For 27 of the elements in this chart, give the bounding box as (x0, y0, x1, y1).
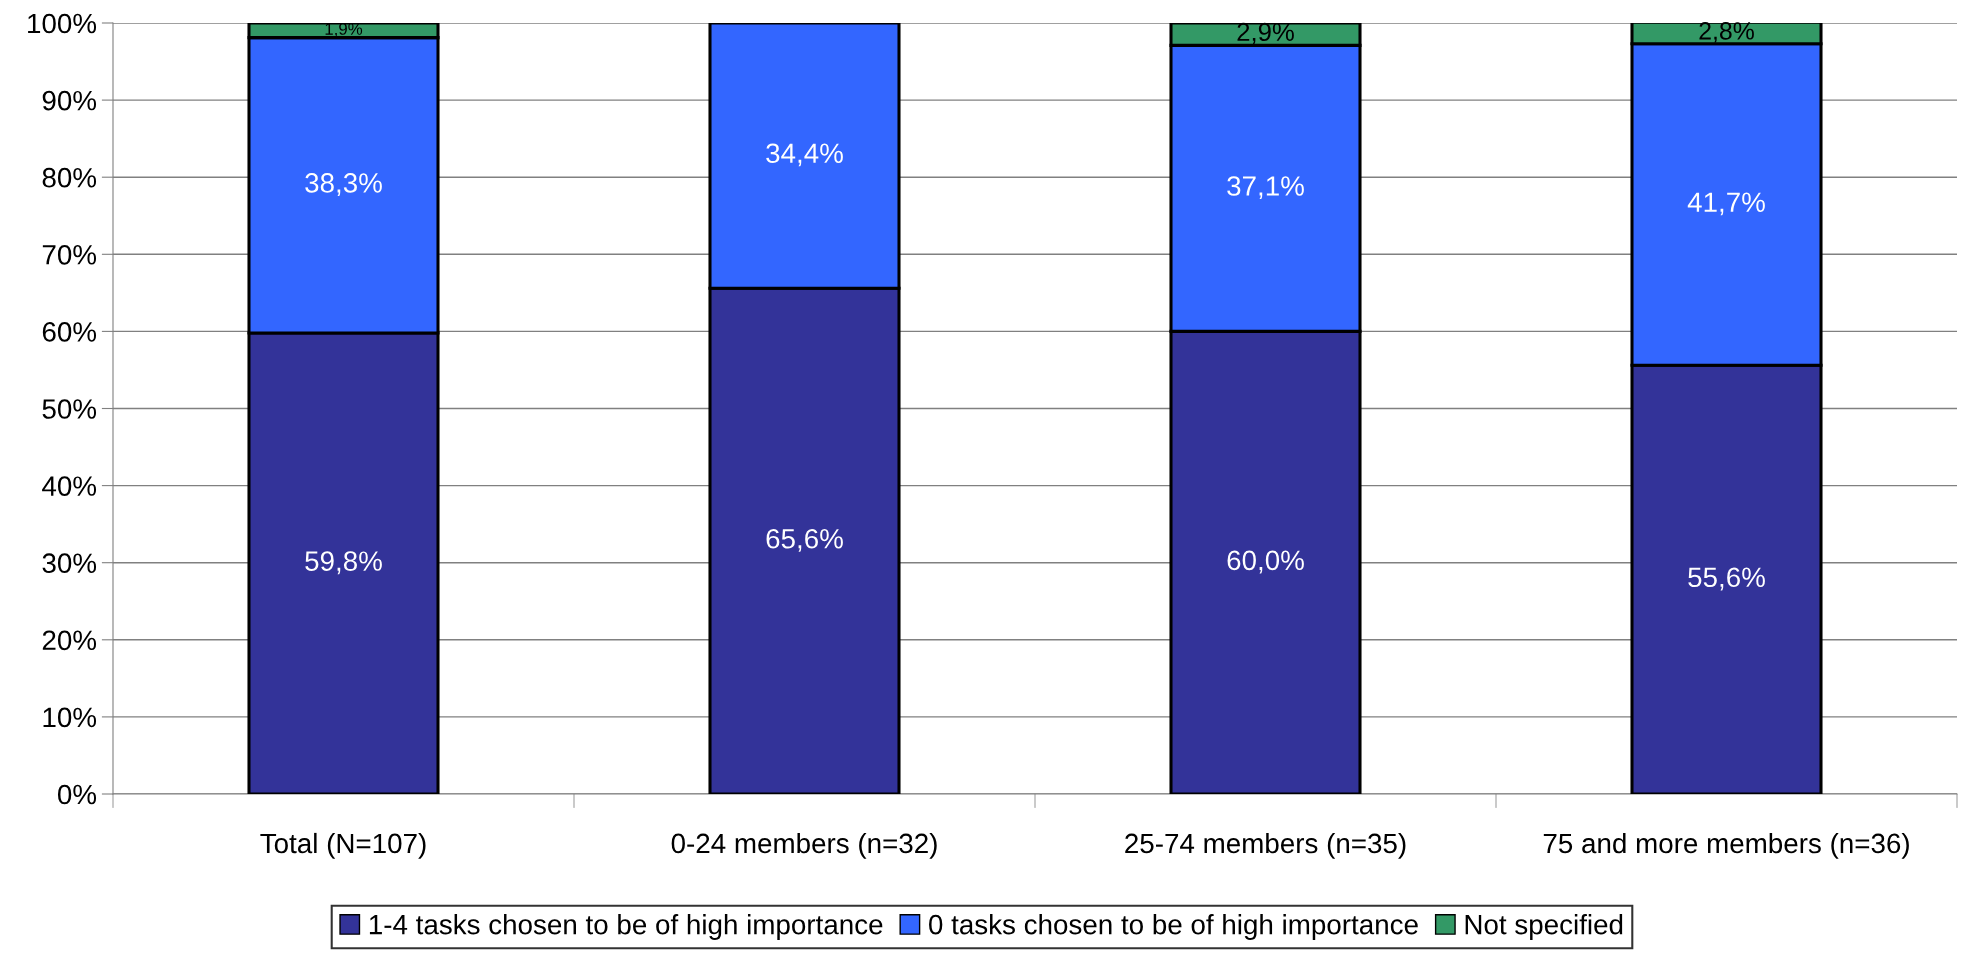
data-label: 38,3% (305, 173, 382, 197)
x-tick-label: Total (N=107) (260, 832, 426, 859)
y-tick-label: 70% (42, 244, 97, 265)
data-label: 60,0% (1227, 550, 1304, 574)
x-tick-label: 75 and more members (n=36) (1543, 832, 1909, 859)
y-tick-label: 0% (57, 784, 97, 805)
x-tick-label: 0-24 members (n=32) (671, 832, 937, 859)
y-tick-label: 40% (42, 476, 97, 496)
data-label: 34,4% (766, 143, 843, 167)
y-tick-label: 50% (42, 399, 97, 419)
data-label: 65,6% (766, 528, 843, 552)
y-tick-label: 30% (42, 553, 97, 574)
x-tick-label: 25-74 members (n=35) (1125, 832, 1406, 859)
data-label: 41,7% (1687, 192, 1765, 216)
data-label: 37,1% (1227, 176, 1304, 200)
legend-label: 0 tasks chosen to be of high importance (929, 914, 1418, 940)
y-tick-label: 90% (42, 90, 97, 111)
data-label: 2,8% (1699, 22, 1754, 43)
data-label: 55,6% (1688, 567, 1765, 591)
y-tick-label: 100% (28, 13, 97, 34)
data-label: 59,8% (305, 551, 382, 575)
y-tick-label: 60% (42, 322, 97, 342)
y-tick-label: 80% (42, 167, 97, 188)
y-tick-label: 20% (42, 630, 97, 651)
y-tick-label: 10% (43, 707, 97, 728)
legend-label: 1-4 tasks chosen to be of high importance (369, 914, 883, 940)
legend-label: Not specified (1465, 914, 1623, 940)
